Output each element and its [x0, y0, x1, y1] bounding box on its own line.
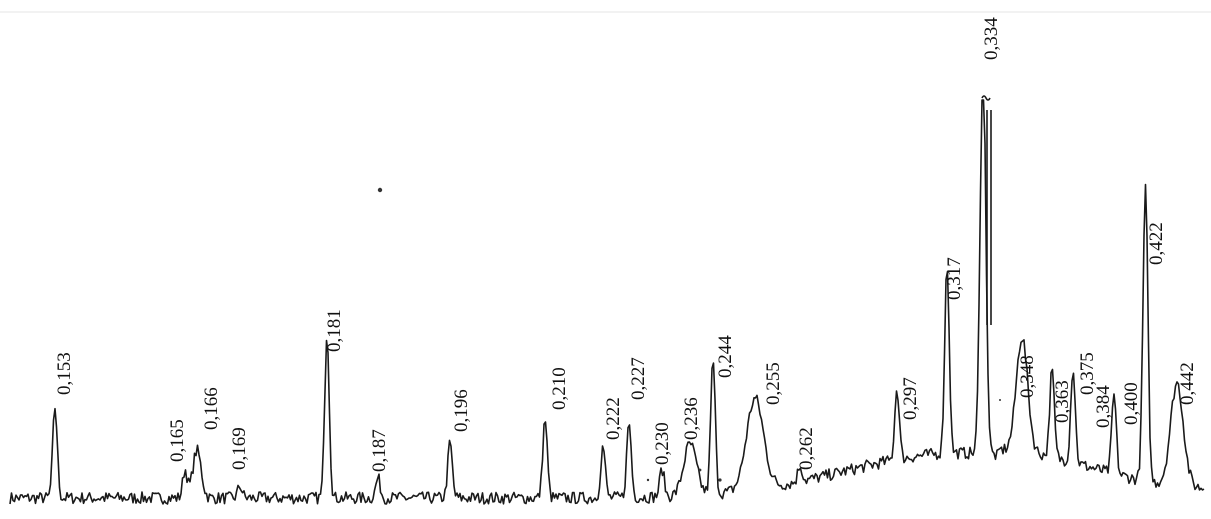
peak-label: 0,222 — [603, 397, 624, 440]
peak-label: 0,244 — [715, 335, 736, 378]
spectrum-line — [9, 99, 1205, 505]
peak-label: 0,297 — [900, 377, 921, 420]
peak-label: 0,334 — [981, 17, 1002, 60]
scan-speck — [646, 478, 650, 482]
spectrum-trace-group — [9, 99, 1205, 505]
peak-label: 0,169 — [229, 427, 250, 470]
peak-label: 0,317 — [944, 257, 965, 300]
peak-label: 0,196 — [451, 389, 472, 432]
peak-label: 0,400 — [1121, 382, 1142, 425]
peak-label: 0,348 — [1017, 355, 1038, 398]
peak-label: 0,230 — [652, 422, 673, 465]
peak-label: 0,166 — [201, 387, 222, 430]
scan-marks-group — [377, 187, 1001, 482]
peak-label: 0,165 — [167, 419, 188, 462]
truncated-peak-twin-line — [986, 110, 992, 325]
peak-label: 0,153 — [54, 352, 75, 395]
peak-label: 0,227 — [628, 357, 649, 400]
peak-label: 0,210 — [549, 367, 570, 410]
peak-label: 0,187 — [369, 429, 390, 472]
peak-label: 0,363 — [1052, 380, 1073, 423]
peak-label: 0,255 — [763, 362, 784, 405]
scan-speck — [698, 468, 702, 472]
peak-label: 0,181 — [324, 309, 345, 352]
peak-label: 0,442 — [1177, 362, 1198, 405]
peak-label: 0,262 — [796, 427, 817, 470]
truncation-mark — [981, 95, 991, 101]
scan-speck — [718, 478, 722, 482]
peak-label: 0,384 — [1093, 385, 1114, 428]
peak-label: 0,422 — [1146, 222, 1167, 265]
peak-labels-group: 0,153 0,165 0,166 0,169 0,181 0,187 0,196 0,210… — [54, 17, 1198, 472]
peak-label: 0,375 — [1077, 352, 1098, 395]
scan-speck — [377, 187, 383, 193]
peak-label: 0,236 — [681, 397, 702, 440]
scan-speck — [999, 399, 1001, 401]
